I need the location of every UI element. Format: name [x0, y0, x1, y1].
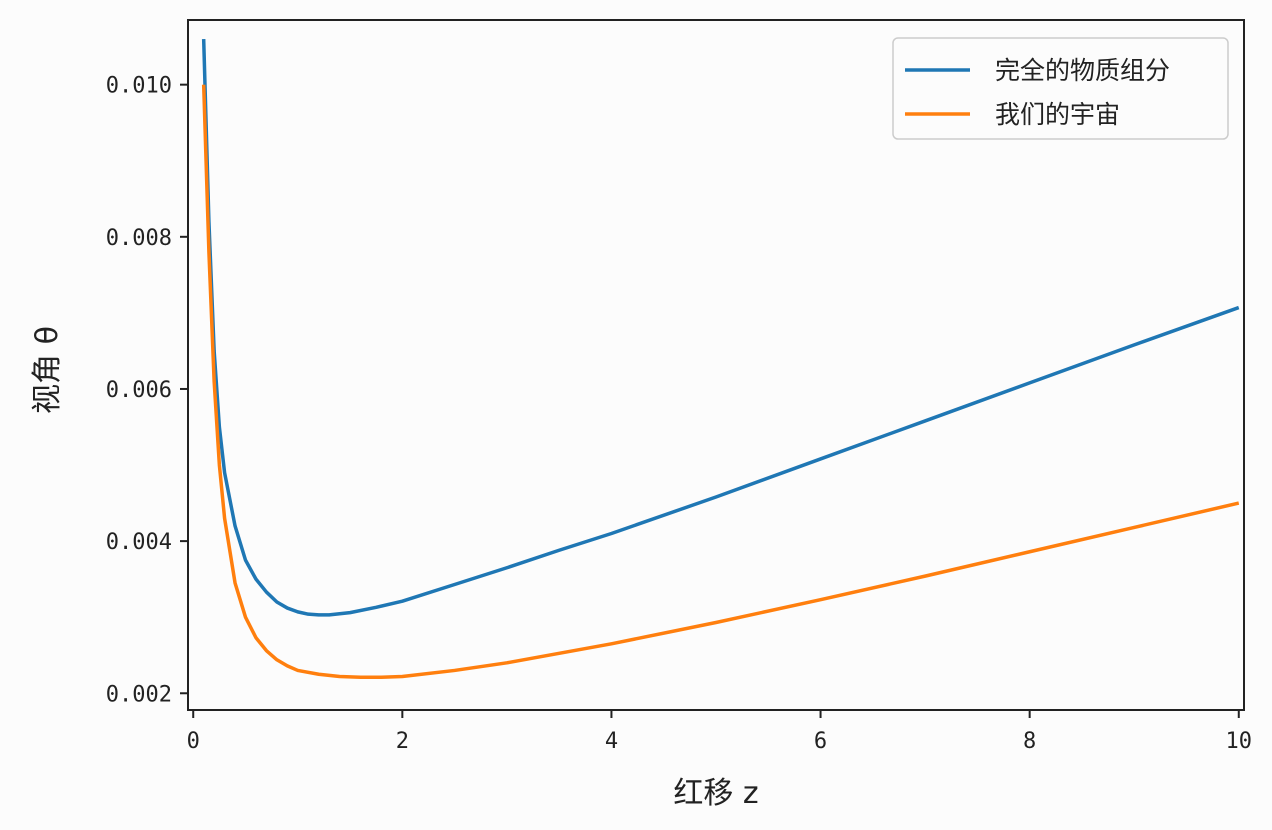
x-tick-label: 8	[1023, 729, 1036, 754]
legend-label-complete-matter: 完全的物质组分	[995, 56, 1170, 85]
y-tick-label: 0.010	[106, 74, 172, 99]
x-tick-label: 6	[814, 729, 827, 754]
legend-frame	[892, 37, 1229, 140]
x-axis-label: 红移 z	[673, 776, 758, 811]
x-tick-label: 4	[605, 729, 618, 754]
y-axis: 0.002 0.004 0.006 0.008 0.010	[106, 74, 188, 707]
x-tick-label: 10	[1226, 729, 1253, 754]
y-tick-label: 0.006	[106, 378, 172, 403]
series-line-complete-matter	[201, 38, 1240, 617]
series-line-our-universe	[201, 84, 1240, 680]
legend: 完全的物质组分 我们的宇宙	[892, 37, 1229, 140]
legend-label-our-universe: 我们的宇宙	[995, 100, 1120, 129]
x-axis: 0 2 4 6 8 10	[187, 710, 1252, 754]
y-tick-label: 0.008	[106, 226, 172, 251]
x-tick-label: 2	[396, 729, 409, 754]
y-axis-label: 视角 θ	[30, 326, 65, 414]
y-tick-label: 0.002	[106, 682, 172, 707]
y-tick-label: 0.004	[106, 530, 172, 555]
x-tick-label: 0	[187, 729, 200, 754]
series-layer	[201, 38, 1240, 680]
